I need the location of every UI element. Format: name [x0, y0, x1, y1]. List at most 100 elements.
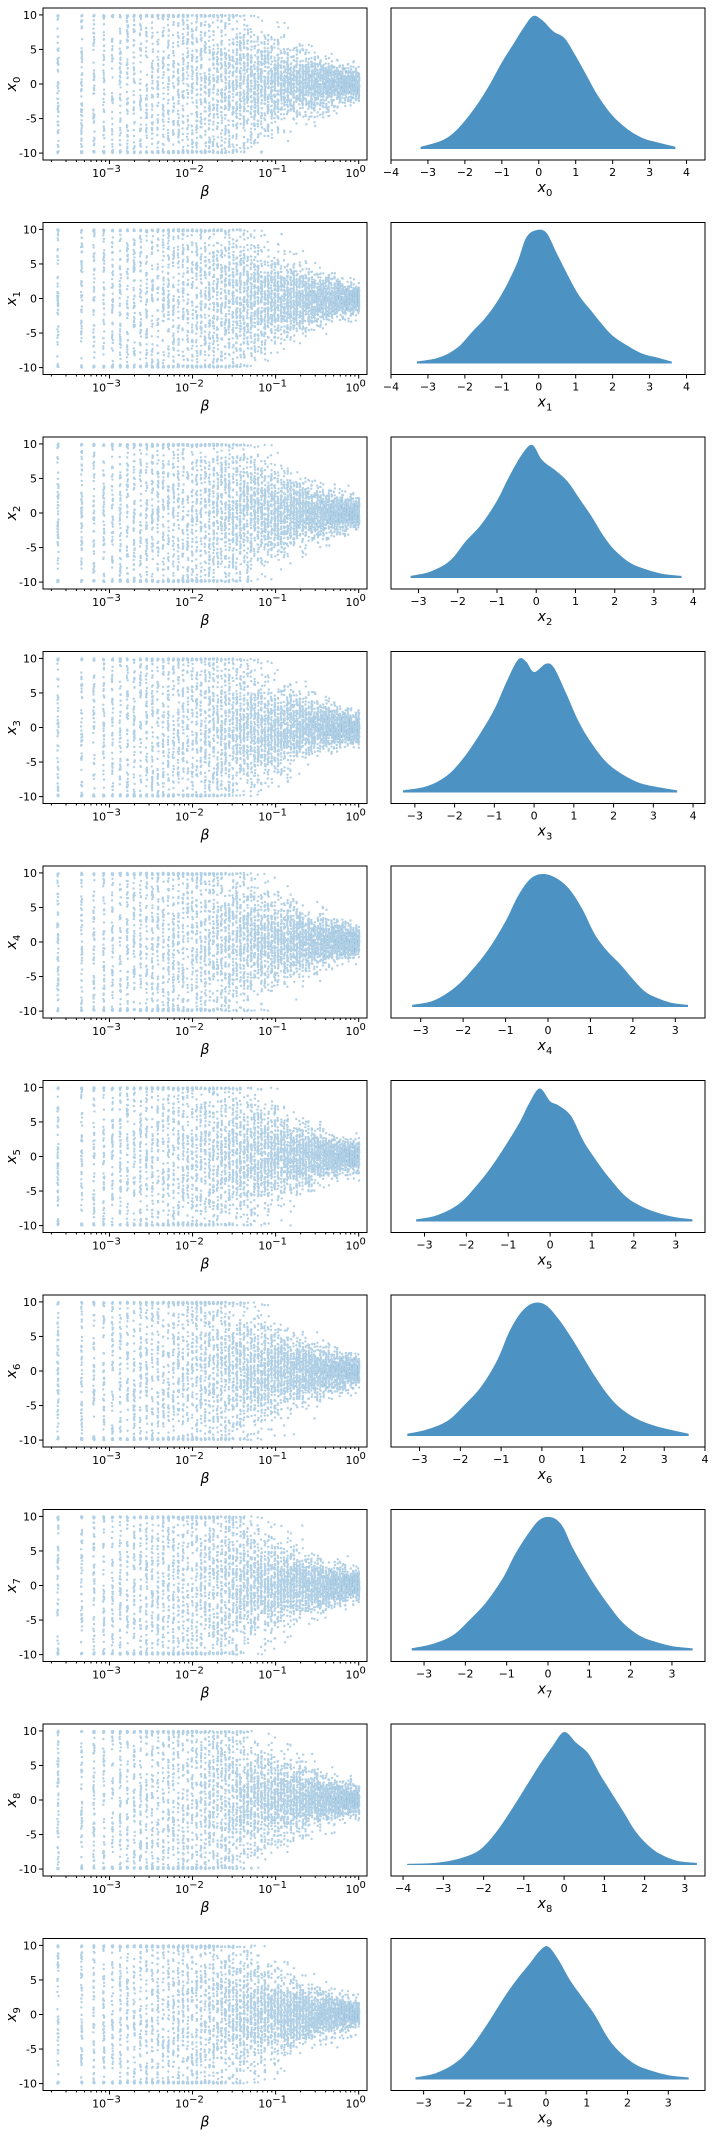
scatter-column	[110, 13, 115, 155]
scatter-column	[288, 250, 293, 341]
scatter-column	[312, 691, 317, 753]
scatter-column	[318, 1771, 323, 1832]
y-tick-label: -5	[26, 971, 37, 984]
scatter-column	[161, 1300, 166, 1441]
scatter-column	[249, 233, 253, 368]
x-tick-label: 2	[620, 1453, 627, 1466]
scatter-points	[56, 442, 361, 584]
scatter-column	[207, 1086, 212, 1227]
y-tick-label: 5	[30, 1759, 37, 1772]
y-tick-label: 5	[30, 43, 37, 56]
scatter-column	[56, 1944, 60, 2085]
scatter-points	[56, 871, 361, 1013]
scatter-column	[150, 1300, 155, 1442]
density-x-label: x5	[537, 1253, 553, 1272]
scatter-points	[56, 1729, 361, 1871]
x-tick-label: 10−2	[175, 1451, 204, 1467]
scatter-column	[138, 13, 143, 155]
scatter-column	[312, 1342, 317, 1420]
scatter-column	[245, 873, 250, 1013]
scatter-column	[332, 1773, 337, 1834]
scatter-column	[227, 1086, 232, 1227]
scatter-column	[185, 1944, 190, 2085]
scatter-column	[150, 442, 155, 583]
scatter-column	[292, 1111, 296, 1208]
x-tick-label: 100	[346, 1237, 366, 1253]
scatter-column	[171, 442, 176, 584]
scatter-column	[338, 1780, 342, 1822]
scatter-column	[279, 1749, 284, 1847]
y-tick-label: 0	[30, 1365, 37, 1378]
scatter-column	[329, 272, 334, 323]
scatter-column	[176, 871, 181, 1012]
scatter-column	[156, 872, 160, 1013]
scatter-column	[292, 1766, 296, 1843]
scatter-column	[249, 1321, 253, 1442]
scatter-column	[332, 1135, 337, 1178]
scatter-column	[235, 1945, 239, 2085]
scatter-column	[132, 1729, 136, 1870]
scatter-column	[132, 658, 136, 798]
scatter-column	[343, 920, 348, 959]
scatter-column	[346, 62, 350, 103]
scatter-column	[351, 491, 356, 529]
scatter-column	[349, 2000, 353, 2039]
scatter-column	[346, 921, 350, 963]
scatter-column	[56, 14, 60, 155]
scatter-column	[118, 1086, 123, 1227]
scatter-column	[252, 446, 257, 558]
scatter-column	[338, 487, 342, 536]
x-tick-label: 3	[661, 1453, 668, 1466]
scatter-column	[324, 908, 328, 971]
scatter-column	[102, 443, 106, 584]
subplot-row: -10 -5 0 5 10 10−3 10−2 10−1 100 β x6 −3 −2 −1 0 1 2 3 4 x6	[4, 1294, 709, 1487]
scatter-column	[304, 260, 308, 338]
scatter-column	[238, 443, 243, 583]
x-tick-label: −3	[420, 381, 436, 394]
scatter-column	[256, 658, 260, 796]
scatter-column	[256, 445, 260, 581]
scatter-column	[207, 657, 212, 798]
scatter-column	[215, 657, 220, 798]
x-tick-label: 2	[624, 2097, 631, 2110]
scatter-column	[282, 249, 287, 351]
scatter-points	[56, 1300, 361, 1442]
y-tick-label: 5	[30, 687, 37, 700]
scatter-column	[324, 276, 328, 336]
scatter-column	[259, 894, 264, 1011]
scatter-column	[263, 1303, 267, 1422]
x-tick-label: 0	[542, 2097, 549, 2110]
scatter-column	[315, 55, 320, 118]
scatter-column	[125, 1515, 130, 1656]
scatter-column	[176, 1729, 181, 1871]
scatter-column	[161, 657, 166, 798]
scatter-column	[110, 1729, 115, 1871]
x-tick-label: 3	[650, 595, 657, 608]
scatter-column	[144, 1086, 149, 1227]
scatter-column	[227, 228, 232, 369]
scatter-column	[156, 13, 160, 155]
scatter-column	[231, 228, 235, 369]
density-x-label: x3	[537, 824, 553, 843]
scatter-column	[231, 442, 235, 583]
scatter-column	[190, 1944, 195, 2085]
scatter-column	[110, 1086, 115, 1227]
scatter-column	[298, 911, 302, 979]
scatter-column	[349, 1137, 353, 1176]
scatter-column	[252, 1301, 257, 1435]
x-tick-label: 10−1	[258, 1451, 287, 1467]
scatter-column	[238, 1945, 243, 2085]
scatter-column	[321, 1990, 326, 2041]
scatter-column	[321, 1561, 326, 1614]
scatter-column	[288, 1337, 293, 1415]
x-tick-label: 10−1	[258, 593, 287, 609]
scatter-column	[219, 1515, 224, 1656]
scatter-column	[227, 872, 232, 1013]
scatter-column	[295, 900, 299, 1001]
density-area	[420, 15, 676, 150]
scatter-column	[185, 1515, 190, 1656]
scatter-column	[199, 443, 203, 583]
scatter-column	[269, 1525, 274, 1643]
x-tick-label: −1	[494, 166, 510, 179]
scatter-column	[301, 1330, 305, 1409]
